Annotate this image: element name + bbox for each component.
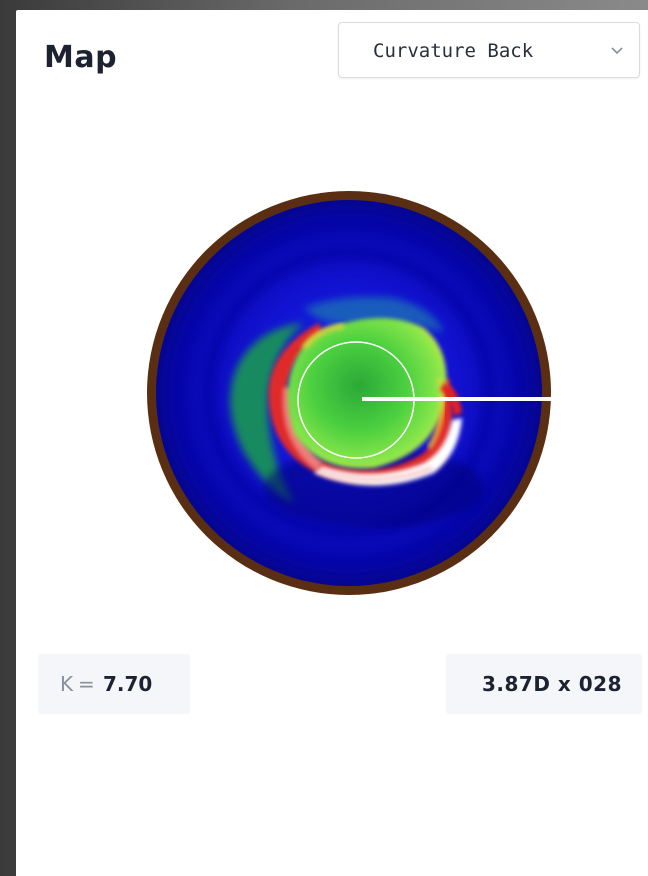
curvature-map[interactable] [144, 188, 559, 598]
map-panel: Map Curvature Back [16, 10, 648, 876]
k-stat: K = 7.70 [38, 654, 190, 714]
left-zone [230, 296, 444, 503]
k-value: 7.70 [103, 672, 153, 696]
chevron-down-icon [611, 47, 623, 55]
map-type-select[interactable]: Curvature Back [338, 22, 640, 78]
power-axis-stat: 3.87D x 028 [446, 654, 642, 714]
k-equals: = [78, 672, 95, 696]
topography-map-svg [147, 191, 559, 595]
power-axis-value: 3.87D x 028 [481, 672, 622, 696]
white-arc [314, 418, 462, 486]
page-title: Map [44, 40, 118, 75]
map-type-select-value: Curvature Back [373, 40, 534, 62]
central-zone [287, 318, 447, 469]
k-label: K [60, 672, 74, 696]
